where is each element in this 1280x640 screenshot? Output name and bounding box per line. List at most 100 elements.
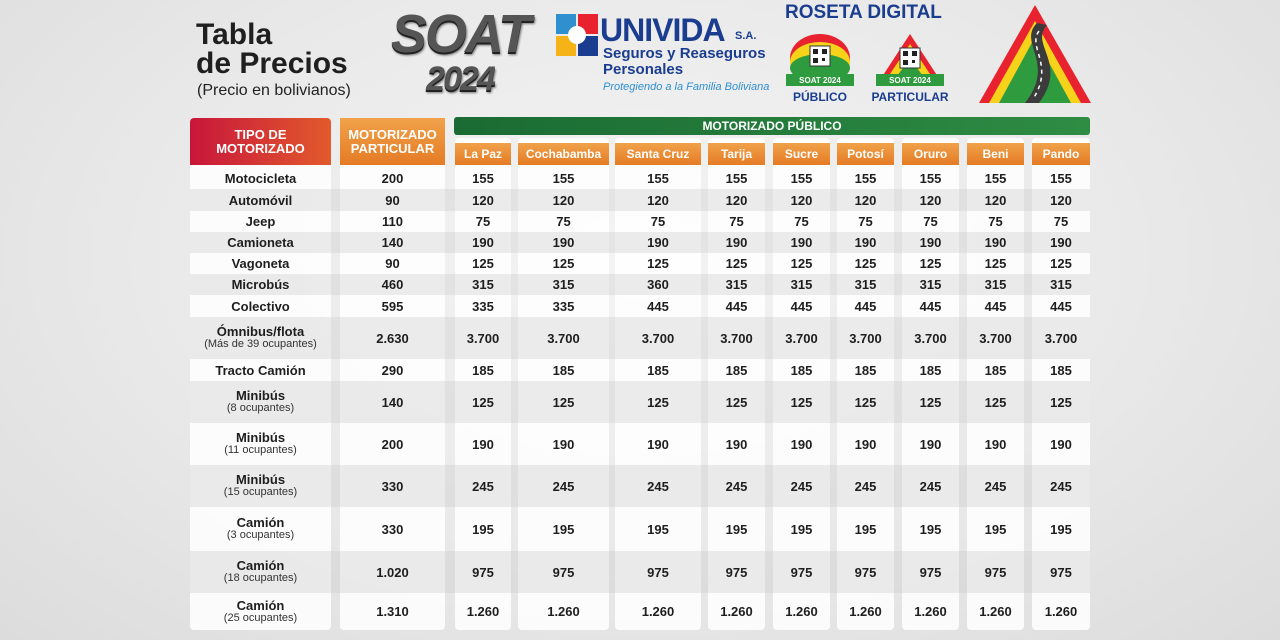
header-city: La Paz [455,143,511,165]
cell-publico: 190 [790,235,813,250]
cell-publico: 185 [1050,362,1072,378]
roseta-particular-badge-icon: SOAT 2024 [876,34,944,86]
cell-publico: 75 [1053,214,1069,229]
cell-publico: 155 [647,170,669,186]
cell-publico: 120 [552,192,575,208]
cell-publico: 975 [854,564,877,580]
brand-desc-line1: Seguros y Reaseguros [603,45,766,62]
cell-publico: 190 [790,436,813,452]
cell-publico: 125 [790,256,813,271]
cell-publico: 75 [923,214,938,229]
cell-publico: 195 [1050,521,1072,537]
cell-publico: 125 [919,256,942,271]
row-tipo-label: Colectivo [231,298,290,314]
cell-publico: 190 [647,436,669,452]
cell-publico: 125 [1050,256,1072,271]
row-tipo-sublabel: (Más de 39 ocupantes) [204,338,317,350]
row-stripe [190,232,1090,253]
cell-publico: 195 [472,521,494,537]
cell-publico: 315 [725,277,748,292]
column-bg-city [902,138,959,630]
cell-publico: 190 [919,235,942,250]
row-tipo: Camioneta [190,232,331,253]
row-stripe [190,189,1090,211]
header-city: Sucre [773,143,830,165]
cell-publico: 3.700 [1044,330,1078,346]
cell-publico: 125 [854,394,877,410]
cell-publico: 975 [919,564,942,580]
cell-publico: 185 [552,362,575,378]
cell-publico: 125 [725,394,748,410]
road-triangle-logo-icon [979,5,1091,103]
cell-publico: 975 [790,564,813,580]
page-title: Tabla de Precios [196,20,348,79]
cell-publico: 190 [647,235,669,250]
cell-publico: 245 [647,478,669,494]
row-tipo-label: Camión [236,558,285,573]
cell-publico: 120 [472,192,494,208]
cell-publico: 245 [472,478,494,494]
cell-publico: 445 [919,298,942,314]
cell-particular: 200 [381,436,404,452]
cell-particular: 90 [385,192,400,208]
header-particular-line2: PARTICULAR [350,140,435,156]
cell-publico: 975 [984,564,1007,580]
cell-publico: 190 [552,235,575,250]
cell-publico: 120 [854,192,877,208]
cell-publico: 1.260 [547,604,580,619]
column-bg-city [773,138,830,630]
cell-publico: 195 [919,521,942,537]
cell-publico: 335 [552,298,575,314]
row-tipo-label: Minibús [235,388,286,403]
cell-publico: 125 [472,256,494,271]
cell-publico: 315 [552,277,575,292]
brand-tagline: Protegiendo a la Familia Boliviana [603,81,770,93]
cell-particular: 140 [381,235,404,250]
cell-publico: 190 [1050,235,1072,250]
column-bg-city [967,138,1024,630]
column-bg-particular [340,118,445,630]
cell-particular: 110 [382,214,403,229]
cell-publico: 190 [472,235,494,250]
cell-publico: 315 [1050,277,1072,292]
cell-publico: 190 [919,436,942,452]
header-tipo: TIPO DE MOTORIZADO [190,118,331,165]
row-tipo-label: Camioneta [227,235,294,250]
roseta-publico-label: PÚBLICO [793,90,847,104]
cell-publico: 185 [919,362,942,378]
roseta-publico-badge-icon: SOAT 2024 [786,34,854,86]
row-tipo-sublabel: (15 ocupantes) [223,486,298,498]
cell-publico: 120 [919,192,942,208]
row-tipo-label: Microbús [231,277,290,292]
cell-publico: 445 [984,298,1007,314]
cell-publico: 1.260 [979,604,1012,619]
soat-word: SOAT [391,4,531,64]
cell-publico: 3.700 [641,330,675,346]
header-city: Potosí [837,143,894,165]
cell-publico: 315 [472,277,494,292]
row-tipo: Minibús (8 ocupantes) [190,381,331,423]
row-tipo: Tracto Camión [190,359,331,381]
cell-publico: 190 [1050,436,1072,452]
header-tipo-line1: TIPO DE [234,126,287,142]
header-particular-line1: MOTORIZADO [348,126,437,142]
cell-publico: 155 [472,170,494,186]
header-publico: MOTORIZADO PÚBLICO [454,117,1090,135]
cell-publico: 125 [919,394,942,410]
cell-publico: 185 [790,362,813,378]
cell-publico: 315 [854,277,877,292]
cell-publico: 75 [556,214,571,229]
header-city: Cochabamba [518,143,609,165]
cell-publico: 1.260 [849,604,882,619]
cell-publico: 975 [725,564,748,580]
cell-publico: 1.260 [720,604,753,619]
cell-publico: 155 [790,170,813,186]
cell-particular: 2.630 [376,330,409,346]
cell-publico: 155 [725,170,748,186]
cell-publico: 75 [988,214,1003,229]
cell-publico: 315 [984,277,1007,292]
cell-publico: 125 [472,394,494,410]
row-tipo: Minibús (11 ocupantes) [190,423,331,465]
cell-publico: 245 [552,478,575,494]
brand-desc-line2: Personales [603,61,684,78]
